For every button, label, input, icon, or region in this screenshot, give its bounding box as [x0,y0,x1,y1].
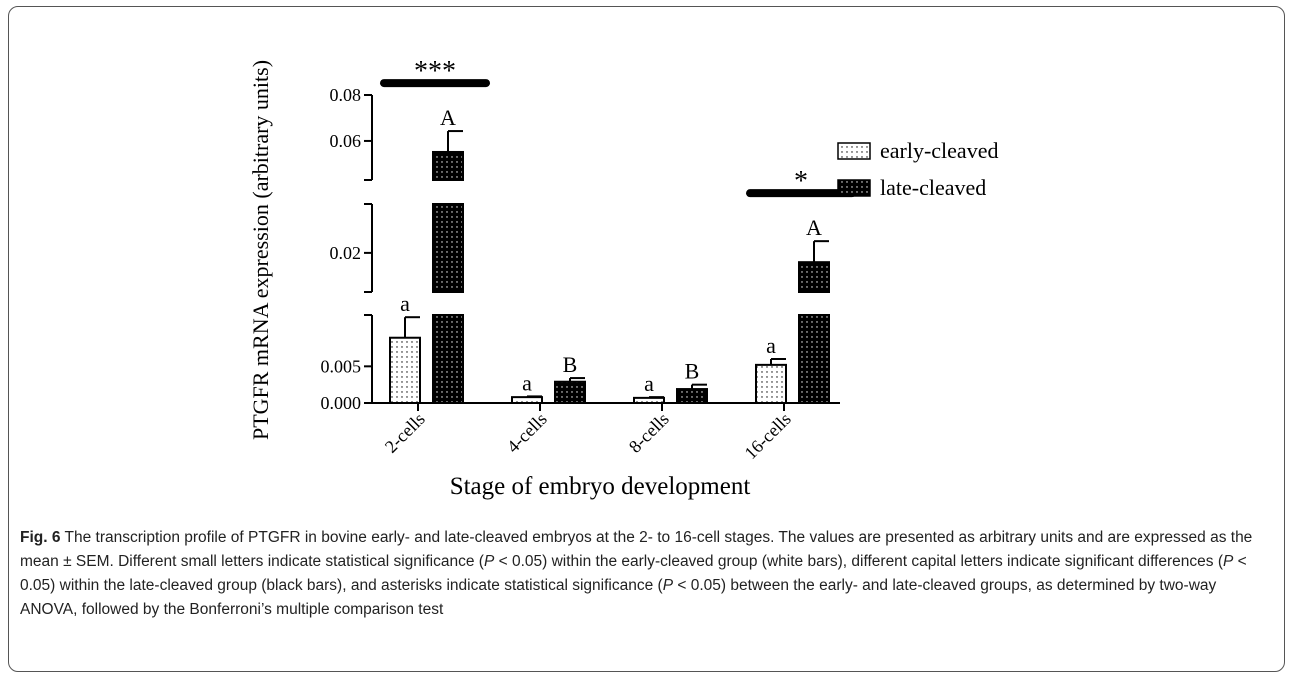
bar [798,314,830,404]
figure-frame [8,6,1285,672]
bar [755,363,787,405]
bar [432,150,464,182]
caption-text: < 0.05) within the early-cleaved group (… [494,553,1224,570]
caption-text: The transcription profile of PTGFR in bo… [20,529,1253,570]
group-letter: A [806,215,822,240]
group-letter: a [766,333,776,358]
bar [554,380,586,405]
significance-stars: *** [414,56,456,87]
chart: PTGFR mRNA expression (arbitrary units) … [248,56,998,500]
caption-text: < 0.05) within the late-cleaved group (b… [20,553,1247,594]
caption-text: < 0.05) between the early- and late-clea… [20,577,1217,618]
legend-label: late-cleaved [880,175,986,200]
significance-stars: * [794,166,808,197]
y-tick-label: 0.02 [330,243,362,263]
group-letter: A [440,105,456,130]
y-tick-label: 0.000 [321,393,362,413]
bar [389,336,421,405]
bar [676,388,708,405]
legend-swatch [837,179,871,197]
x-tick-label: 2-cells [381,409,429,457]
caption-text: P [1223,553,1234,570]
y-tick-label: 0.08 [330,85,362,105]
y-axis-label: PTGFR mRNA expression (arbitrary units) [248,60,273,440]
group-letter: a [644,371,654,396]
caption-text: P [483,553,495,570]
legend-label: early-cleaved [880,138,998,163]
x-tick-label: 4-cells [503,409,551,457]
caption-text: P [662,577,674,594]
bar [633,396,665,405]
bar [432,203,464,293]
group-letter: B [563,352,578,377]
group-letter: a [400,291,410,316]
caption-label: Fig. 6 [20,529,61,546]
bar [511,396,543,404]
bar [432,314,464,404]
x-tick-label: 8-cells [625,409,673,457]
group-letter: B [685,359,700,384]
legend-swatch [837,142,871,160]
group-letter: a [522,370,532,395]
y-tick-label: 0.005 [321,356,362,376]
y-tick-label: 0.06 [330,131,362,151]
caption: Fig. 6 The transcription profile of PTGF… [20,526,1270,622]
x-tick-label: 16-cells [740,409,794,463]
bar [798,261,830,293]
x-axis-label: Stage of embryo development [450,473,751,500]
